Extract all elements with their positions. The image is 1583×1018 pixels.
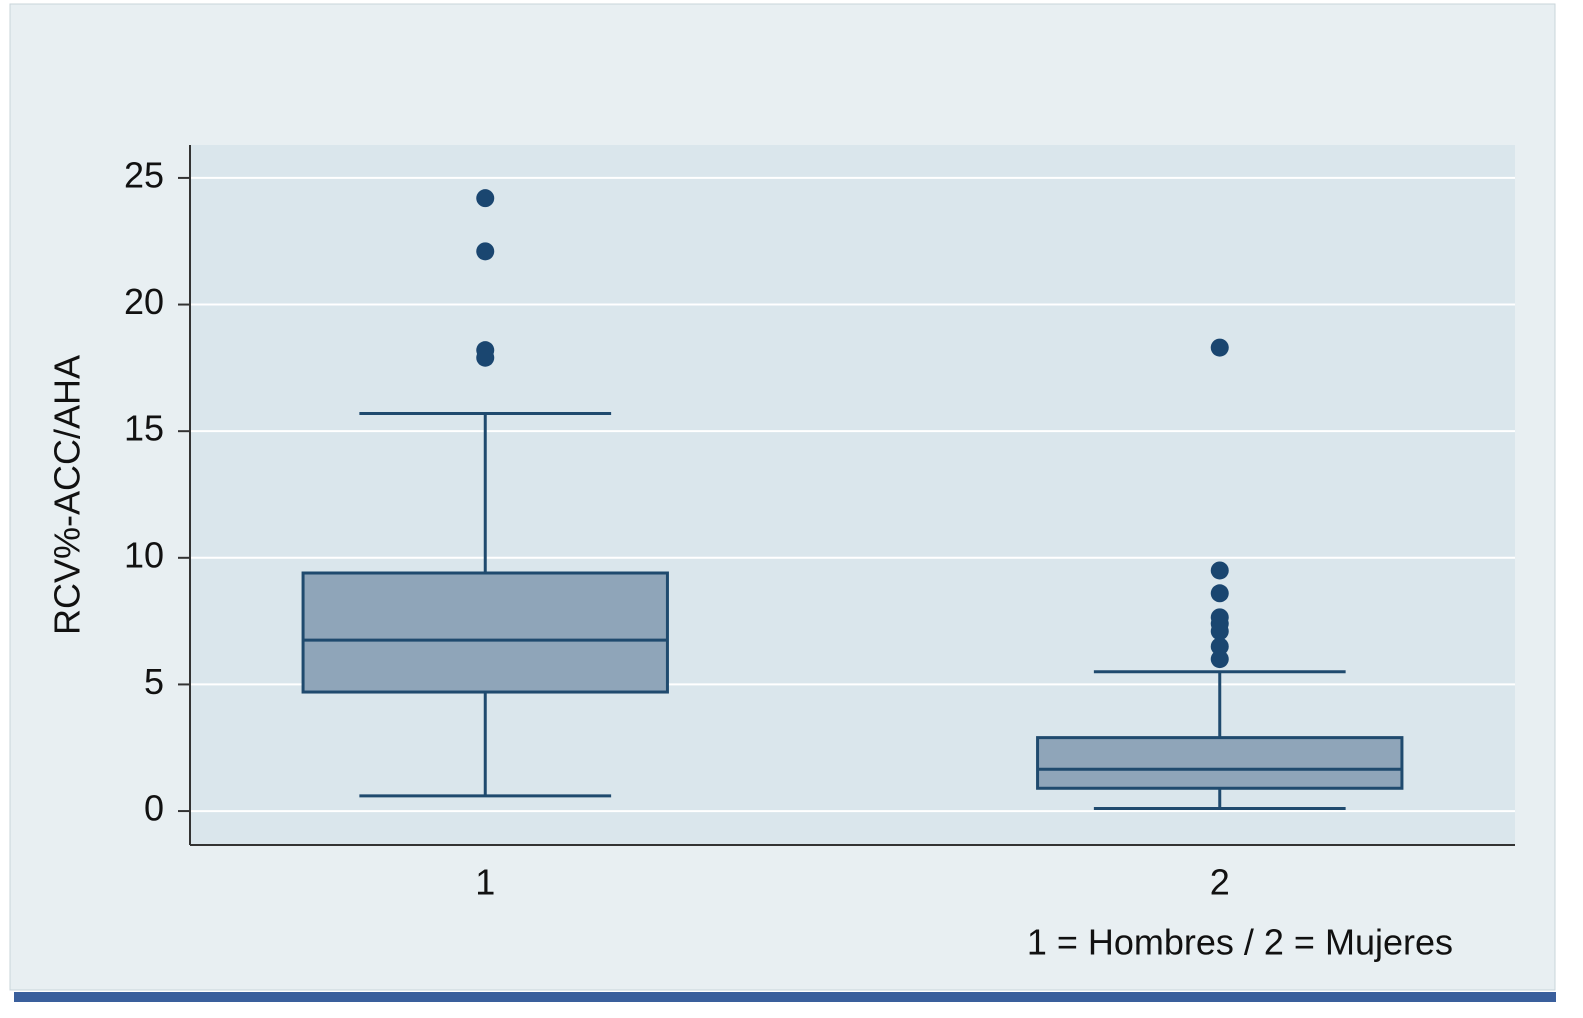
outlier	[476, 242, 495, 261]
x-tick-label: 1	[475, 862, 495, 903]
outlier	[476, 348, 495, 367]
outlier	[1210, 338, 1229, 357]
outlier	[1210, 637, 1229, 656]
box	[301, 571, 669, 694]
frame-shadow	[14, 992, 1556, 1002]
outlier	[1210, 561, 1229, 580]
outlier	[476, 189, 495, 208]
outlier	[1210, 622, 1229, 641]
x-axis-label: 1 = Hombres / 2 = Mujeres	[1027, 922, 1453, 963]
box	[1036, 736, 1404, 790]
y-tick-label: 5	[144, 661, 164, 702]
outlier	[1210, 584, 1229, 603]
y-tick-label: 20	[124, 281, 164, 322]
plot-area	[190, 145, 1515, 845]
y-tick-label: 10	[124, 534, 164, 575]
outlier	[1210, 650, 1229, 669]
x-tick-label: 2	[1210, 862, 1230, 903]
y-tick-label: 25	[124, 154, 164, 195]
y-tick-label: 0	[144, 788, 164, 829]
y-tick-label: 15	[124, 408, 164, 449]
y-axis-label: RCV%-ACC/AHA	[47, 355, 88, 635]
